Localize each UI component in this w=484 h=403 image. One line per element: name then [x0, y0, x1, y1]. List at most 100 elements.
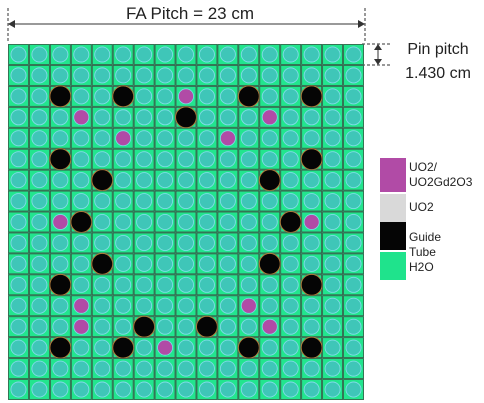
- lattice-cell-fuel-pin: [175, 190, 197, 212]
- lattice-cell-fuel-pin: [29, 379, 50, 400]
- lattice-cell-fuel-pin: [29, 316, 50, 338]
- legend-label-guide-tube: Guide Tube: [409, 230, 442, 259]
- lattice-cell-fuel-pin: [343, 337, 364, 359]
- lattice-cell-fuel-pin: [154, 358, 176, 379]
- lattice-cell-guide-tube: [237, 85, 260, 108]
- lattice-cell-fuel-pin: [238, 148, 260, 170]
- lattice-cell-fuel-pin: [70, 253, 92, 275]
- lattice-cell-fuel-pin: [112, 316, 134, 338]
- lattice-cell-fuel-pin: [301, 316, 323, 338]
- lattice-cell-guide-tube: [300, 336, 323, 359]
- lattice-cell-fuel-pin: [343, 379, 364, 400]
- lattice-cell-fuel-pin: [91, 148, 113, 170]
- lattice-cell-fuel-pin: [133, 232, 155, 254]
- lattice-cell-fuel-pin: [29, 253, 50, 275]
- lattice-cell-fuel-pin: [70, 232, 92, 254]
- lattice-cell-fuel-pin: [196, 106, 218, 128]
- lattice-cell-fuel-pin: [175, 295, 197, 317]
- lattice-cell-fuel-pin: [196, 65, 218, 86]
- lattice-cell-fuel-pin: [91, 274, 113, 296]
- pin-pitch-line1: Pin pitch: [407, 41, 469, 58]
- lattice-cell-fuel-pin: [343, 190, 364, 212]
- lattice-cell-fuel-pin: [70, 85, 92, 107]
- lattice-cell-fuel-pin: [217, 253, 239, 275]
- lattice-cell-fuel-pin: [29, 106, 50, 128]
- lattice-cell-fuel-pin: [238, 106, 260, 128]
- lattice-cell-guide-tube: [175, 106, 197, 129]
- lattice-cell-fuel-pin: [259, 358, 281, 379]
- lattice-cell-fuel-pin: [280, 127, 302, 149]
- lattice-cell-fuel-pin: [322, 65, 343, 86]
- lattice-cell-fuel-pin: [29, 358, 50, 379]
- lattice-cell-fuel-pin: [259, 190, 281, 212]
- lattice-cell-fuel-pin: [217, 295, 239, 317]
- lattice-cell-fuel-pin: [280, 85, 302, 107]
- legend-swatch-h2o: [380, 252, 406, 280]
- lattice-cell-fuel-pin: [154, 65, 176, 86]
- pin-pitch-value: 1.430 cm: [405, 65, 471, 82]
- lattice-cell-fuel-pin: [154, 148, 176, 170]
- lattice-cell-gd-pin: [70, 316, 92, 338]
- lattice-cell-fuel-pin: [70, 190, 92, 212]
- lattice-cell-guide-tube: [49, 273, 72, 296]
- lattice-cell-fuel-pin: [91, 106, 113, 128]
- lattice-cell-fuel-pin: [29, 232, 50, 254]
- lattice-cell-fuel-pin: [49, 358, 71, 379]
- lattice-cell-fuel-pin: [29, 337, 50, 359]
- lattice-cell-fuel-pin: [280, 190, 302, 212]
- lattice-cell-fuel-pin: [133, 169, 155, 191]
- lattice-cell-fuel-pin: [133, 127, 155, 149]
- lattice-cell-fuel-pin: [301, 106, 323, 128]
- lattice-cell-fuel-pin: [280, 169, 302, 191]
- lattice-cell-fuel-pin: [217, 190, 239, 212]
- lattice-cell-fuel-pin: [196, 190, 218, 212]
- lattice-cell-fuel-pin: [343, 316, 364, 338]
- lattice-cell-fuel-pin: [301, 232, 323, 254]
- lattice-cell-fuel-pin: [322, 232, 343, 254]
- lattice-cell-fuel-pin: [217, 337, 239, 359]
- lattice-cell-guide-tube: [49, 148, 72, 171]
- lattice-cell-fuel-pin: [8, 65, 29, 86]
- lattice-cell-gd-pin: [70, 295, 92, 317]
- lattice-cell-fuel-pin: [280, 274, 302, 296]
- lattice-cell-fuel-pin: [8, 379, 29, 400]
- lattice-cell-fuel-pin: [8, 106, 29, 128]
- lattice-cell-fuel-pin: [8, 148, 29, 170]
- lattice-cell-fuel-pin: [238, 127, 260, 149]
- lattice-cell-fuel-pin: [175, 232, 197, 254]
- lattice-cell-fuel-pin: [301, 358, 323, 379]
- lattice-cell-guide-tube: [49, 336, 72, 359]
- lattice-cell-fuel-pin: [238, 379, 260, 400]
- lattice-cell-fuel-pin: [91, 65, 113, 86]
- lattice-cell-guide-tube: [49, 85, 72, 108]
- lattice-cell-fuel-pin: [133, 148, 155, 170]
- lattice-cell-fuel-pin: [91, 379, 113, 400]
- lattice-cell-fuel-pin: [196, 358, 218, 379]
- lattice-cell-fuel-pin: [112, 379, 134, 400]
- lattice-cell-fuel-pin: [280, 65, 302, 86]
- lattice-cell-fuel-pin: [8, 316, 29, 338]
- legend-label-uo2gd: UO2/ UO2Gd2O3: [409, 160, 473, 189]
- lattice-cell-fuel-pin: [8, 358, 29, 379]
- lattice-cell-fuel-pin: [217, 316, 239, 338]
- lattice-cell-fuel-pin: [91, 358, 113, 379]
- lattice-cell-fuel-pin: [301, 190, 323, 212]
- lattice-cell-fuel-pin: [322, 379, 343, 400]
- lattice-cell-fuel-pin: [280, 358, 302, 379]
- fa-pitch-dimension-arrow: [7, 8, 366, 42]
- lattice-cell-gd-pin: [238, 295, 260, 317]
- lattice-cell-guide-tube: [300, 148, 323, 171]
- lattice-cell-fuel-pin: [154, 85, 176, 107]
- lattice-cell-fuel-pin: [175, 127, 197, 149]
- lattice-cell-fuel-pin: [259, 232, 281, 254]
- lattice-cell-fuel-pin: [8, 295, 29, 317]
- lattice-cell-fuel-pin: [133, 65, 155, 86]
- lattice-cell-guide-tube: [112, 85, 135, 108]
- lattice-cell-fuel-pin: [322, 106, 343, 128]
- lattice-cell-fuel-pin: [70, 148, 92, 170]
- lattice-cell-fuel-pin: [133, 211, 155, 233]
- lattice-cell-fuel-pin: [175, 358, 197, 379]
- lattice-cell-fuel-pin: [343, 85, 364, 107]
- lattice-cell-fuel-pin: [322, 211, 343, 233]
- lattice-cell-fuel-pin: [70, 65, 92, 86]
